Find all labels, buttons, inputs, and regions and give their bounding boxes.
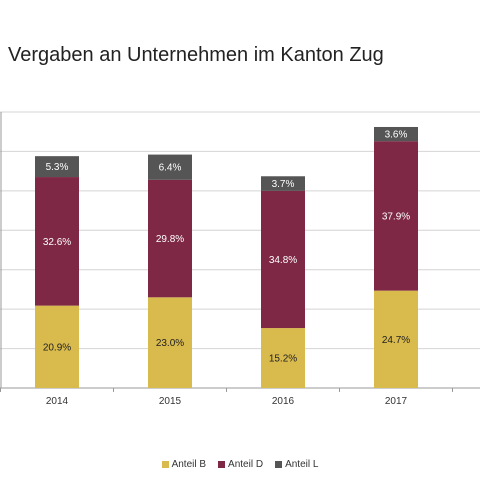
legend-item: Anteil D [218, 459, 263, 470]
data-label: 34.8% [269, 255, 297, 266]
x-tick-label: 2014 [46, 396, 69, 407]
x-tick-label: 2015 [159, 396, 182, 407]
data-label: 6.4% [159, 163, 182, 174]
x-tick-labels: 2014 2015 2016 2017 [46, 396, 408, 407]
x-tick-label: 2016 [272, 396, 295, 407]
x-tick-label: 2017 [385, 396, 408, 407]
data-label: 32.6% [43, 237, 71, 248]
bar-segment [261, 328, 305, 388]
bar-segment [374, 290, 418, 388]
legend-label: Anteil D [228, 459, 264, 470]
data-label: 15.2% [269, 354, 297, 365]
legend: Anteil B Anteil D Anteil L [0, 459, 480, 470]
legend-swatch [218, 461, 226, 468]
legend-swatch [275, 461, 283, 468]
bars [35, 126, 418, 388]
bar-segment [261, 190, 305, 329]
legend-swatch [161, 461, 169, 468]
data-label: 24.7% [382, 335, 410, 346]
bar-segment [148, 297, 192, 388]
bar-segment [148, 179, 192, 298]
legend-label: Anteil L [285, 459, 319, 470]
bar-segment [35, 305, 79, 388]
data-label: 37.9% [382, 211, 410, 222]
bar-segment [374, 126, 418, 142]
data-label: 20.9% [43, 342, 71, 353]
bar-segment [35, 156, 79, 178]
data-label: 3.6% [385, 130, 408, 141]
legend-item: Anteil B [161, 459, 207, 470]
legend-item: Anteil L [275, 459, 318, 470]
legend-label: Anteil B [171, 459, 207, 470]
data-label: 3.7% [272, 179, 295, 190]
bar-segment [148, 154, 192, 180]
data-labels: 20.9% 32.6% 5.3% 23.0% 29.8% 6.4% 15.2% 34.8% 3.… [43, 130, 410, 365]
chart-title: Vergaben an Unternehmen im Kanton Zug [8, 44, 384, 66]
bar-segment [374, 141, 418, 291]
bar-segment [35, 177, 79, 306]
data-label: 29.8% [156, 234, 184, 245]
data-label: 5.3% [46, 162, 69, 173]
bar-segment [261, 176, 305, 191]
data-label: 23.0% [156, 338, 184, 349]
